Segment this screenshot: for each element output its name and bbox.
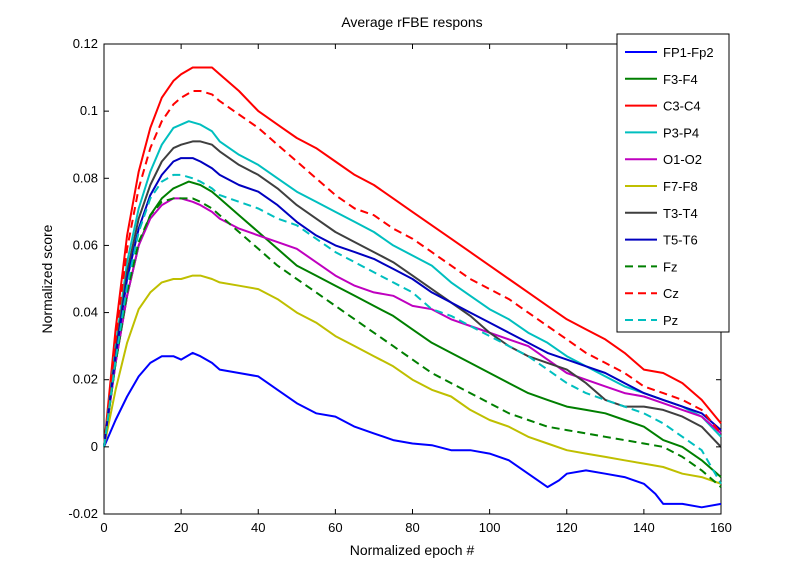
legend-item: F7-F8 xyxy=(625,179,698,194)
legend-label: T3-T4 xyxy=(663,206,698,221)
legend-label: Cz xyxy=(663,286,679,301)
legend-label: Fz xyxy=(663,259,677,274)
y-axis-title: Normalized score xyxy=(39,224,55,333)
series-line-o1-o2 xyxy=(103,197,722,448)
legend-label: O1-O2 xyxy=(663,152,702,167)
series-line-f7-f8 xyxy=(103,274,722,485)
y-tick-label: 0.12 xyxy=(73,36,98,51)
legend-label: F3-F4 xyxy=(663,72,698,87)
series-line-cz xyxy=(103,90,722,448)
x-tick-label: 0 xyxy=(100,520,107,535)
x-tick-label: 160 xyxy=(710,520,732,535)
y-tick-label: 0 xyxy=(91,439,98,454)
legend-item: FP1-Fp2 xyxy=(625,45,714,60)
legend-item: F3-F4 xyxy=(625,72,698,87)
x-tick-label: 40 xyxy=(251,520,265,535)
legend-items: FP1-Fp2 F3-F4 C3-C4 P3-P4 O1-O2 F7-F8 T3-T4 T5-… xyxy=(625,45,714,328)
y-tick-label: 0.08 xyxy=(73,170,98,185)
legend-label: F7-F8 xyxy=(663,179,698,194)
y-tick-label: 0.02 xyxy=(73,372,98,387)
x-tick-label: 120 xyxy=(556,520,578,535)
series-line-t5-t6 xyxy=(103,157,722,448)
y-tick-label: 0.1 xyxy=(80,103,98,118)
series-line-fz xyxy=(103,197,722,488)
series-line-f3-f4 xyxy=(103,180,722,478)
chart-title: Average rFBE respons xyxy=(341,14,482,30)
legend-box xyxy=(616,33,730,333)
series-line-p3-p4 xyxy=(103,120,722,448)
legend-item: Fz xyxy=(625,259,677,274)
legend-label: FP1-Fp2 xyxy=(663,45,714,60)
x-tick-label: 60 xyxy=(328,520,342,535)
legend-item: P3-P4 xyxy=(625,125,699,140)
legend-label: T5-T6 xyxy=(663,233,698,248)
legend-item: O1-O2 xyxy=(625,152,702,167)
series-layer xyxy=(103,66,722,509)
x-tick-label: 100 xyxy=(479,520,501,535)
axis-layer: 0 20 40 60 80 100 120 140 160-0.0200.020.040.060… xyxy=(68,36,731,535)
y-tick-label: 0.06 xyxy=(73,237,98,252)
series-line-pz xyxy=(103,173,722,485)
series-line-t3-t4 xyxy=(103,140,722,448)
series-line-fp1-fp2 xyxy=(103,351,722,509)
legend-label: C3-C4 xyxy=(663,99,701,114)
legend-item: T3-T4 xyxy=(625,206,698,221)
legend-label: Pz xyxy=(663,313,678,328)
series-line-c3-c4 xyxy=(103,66,722,447)
legend-item: Cz xyxy=(625,286,679,301)
x-tick-label: 80 xyxy=(405,520,419,535)
legend-item: C3-C4 xyxy=(625,99,701,114)
x-tick-label: 20 xyxy=(174,520,188,535)
legend-label: P3-P4 xyxy=(663,125,699,140)
x-tick-label: 140 xyxy=(633,520,655,535)
y-tick-label: -0.02 xyxy=(68,506,98,521)
x-axis-title: Normalized epoch # xyxy=(350,542,475,558)
legend: FP1-Fp2 F3-F4 C3-C4 P3-P4 O1-O2 F7-F8 T3-T4 T5-… xyxy=(616,33,730,333)
legend-item: Pz xyxy=(625,313,678,328)
y-tick-label: 0.04 xyxy=(73,305,98,320)
legend-item: T5-T6 xyxy=(625,233,698,248)
